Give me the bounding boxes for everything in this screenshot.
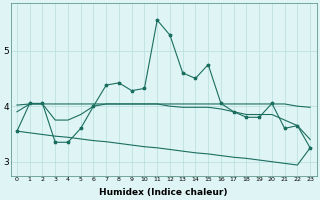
X-axis label: Humidex (Indice chaleur): Humidex (Indice chaleur) — [99, 188, 228, 197]
